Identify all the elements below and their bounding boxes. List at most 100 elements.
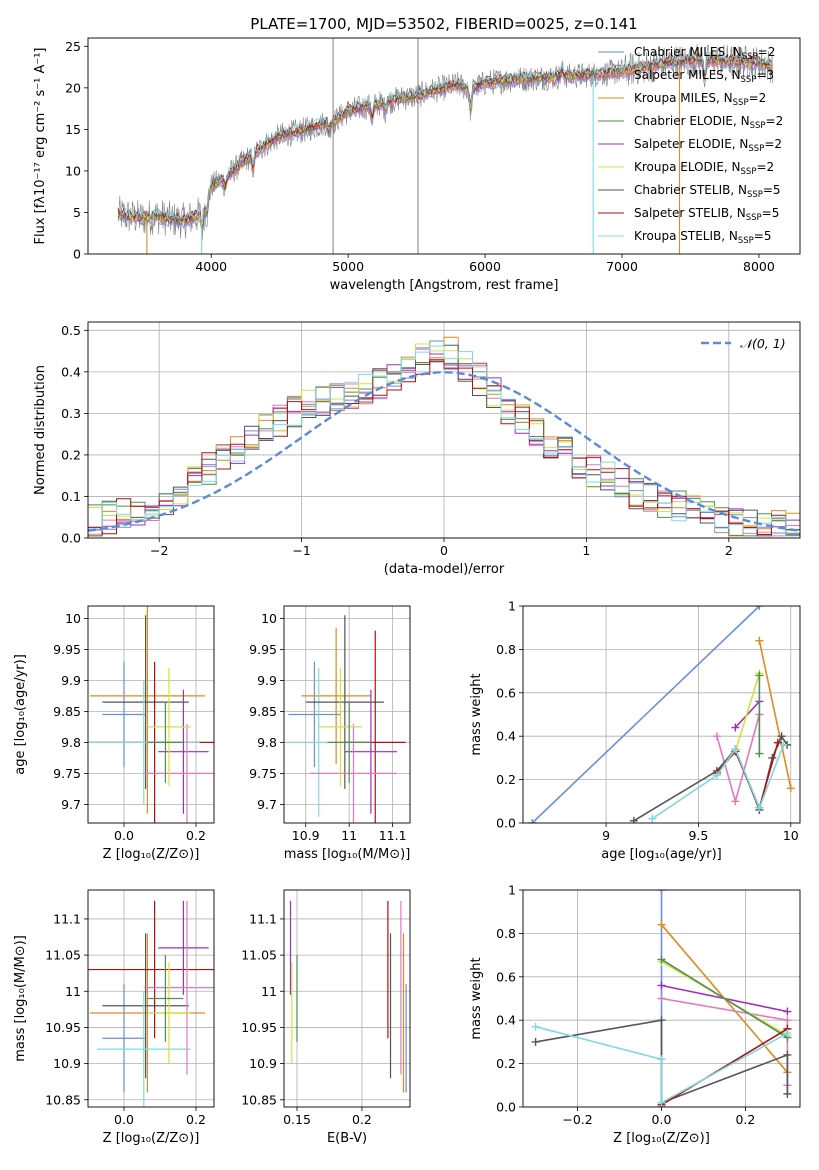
x-tick-label: 5000: [332, 259, 364, 274]
legend-label-main: Salpeter ELODIE, N: [634, 137, 748, 151]
legend-label-sub: SSP: [747, 190, 763, 200]
model-line-kroupa-stelib: [117, 51, 773, 224]
weight-marker: [731, 723, 740, 732]
legend-label-sub: SSP: [738, 236, 754, 246]
x-tick-label: 7000: [606, 259, 638, 274]
panel-weight-vs-Z: −0.2 0.0 0.2 0.0 0.2 0.4 0.6 0.8 1 Z [log₁₀(Z/Z⊙)…: [469, 883, 801, 1146]
weight-marker: [648, 814, 657, 823]
y-tick-label: 15: [65, 122, 81, 137]
legend-label-sub: SSP: [750, 121, 766, 131]
x-axis-label: mass [log₁₀(M/M⊙)]: [284, 847, 411, 862]
plot-area: [88, 606, 214, 823]
y-tick-label: 11.05: [241, 948, 277, 963]
y-tick-label: 0.1: [61, 489, 81, 504]
y-tick-label: 10.9: [53, 1056, 81, 1071]
y-tick-label: 10.9: [249, 1056, 277, 1071]
weight-marker: [657, 955, 666, 964]
plot-area: [117, 38, 773, 254]
weight-marker: [657, 1055, 666, 1064]
plot-area: [289, 900, 407, 1093]
x-tick-label: 0.0: [114, 1112, 134, 1127]
legend-label: Chabrier ELODIE, NSSP=2: [634, 114, 783, 131]
weight-marker: [783, 1029, 792, 1038]
y-tick-label: 9.9: [257, 673, 277, 688]
weight-marker: [531, 1022, 540, 1031]
y-tick-label: 9.8: [257, 735, 277, 750]
legend-label-main: Kroupa ELODIE, N: [634, 160, 741, 174]
y-axis-label: Normed distribution: [33, 365, 48, 495]
y-tick-label: 0: [73, 247, 81, 262]
weight-marker: [755, 749, 764, 758]
spectrum-legend: Chabrier MILES, NSSP=2 Salpeter MILES, NS…: [598, 45, 783, 246]
y-axis-label: age [log₁₀(age/yr)]: [13, 654, 28, 775]
x-tick-label: 0: [440, 543, 448, 558]
legend-label-tail: =5: [763, 183, 781, 197]
x-axis-label: Z [log₁₀(Z/Z⊙)]: [613, 1131, 710, 1146]
axes-frame: [87, 889, 215, 1108]
y-tick-label: 0.3: [61, 406, 81, 421]
y-tick-label: 0.8: [496, 642, 516, 657]
x-axis-label: E(B-V): [327, 1131, 367, 1146]
x-tick-label: 4000: [195, 259, 227, 274]
figure-title: PLATE=1700, MJD=53502, FIBERID=0025, z=0…: [250, 15, 637, 33]
panel-weight-vs-age: 9 9.5 10 0.0 0.2 0.4 0.6 0.8 1 age [log₁₀(age/yr)…: [469, 599, 801, 862]
weight-marker: [657, 920, 666, 929]
legend-label-main: Salpeter STELIB, N: [634, 206, 746, 220]
weight-marker: [712, 732, 721, 741]
axes-frame: [522, 605, 801, 824]
y-tick-label: 11.05: [45, 948, 81, 963]
y-tick-label: 10: [65, 163, 81, 178]
panel-age-vs-mass: 10.9 11 11.1 9.7 9.75 9.8 9.85 9.9 9.95 10 mass [l…: [249, 605, 411, 862]
legend-label-sub: SSP: [741, 75, 757, 85]
y-tick-label: 10.95: [45, 1020, 81, 1035]
legend-label-main: Kroupa MILES, N: [634, 91, 733, 105]
y-tick-label: 0.6: [496, 969, 516, 984]
legend-label: Salpeter STELIB, NSSP=5: [634, 206, 779, 223]
plot-area: [284, 615, 406, 823]
weight-marker: [779, 740, 788, 749]
y-tick-label: 10.85: [45, 1092, 81, 1107]
weight-marker: [783, 1089, 792, 1098]
weight-marker: [755, 803, 764, 812]
weight-marker: [783, 1016, 792, 1025]
plot-area: [88, 900, 214, 1107]
x-tick-label: 0.2: [352, 1112, 372, 1127]
x-tick-label: 2: [725, 543, 733, 558]
legend-label-sub: SSP: [746, 213, 762, 223]
weight-marker: [786, 784, 795, 793]
x-tick-label: 11: [341, 828, 357, 843]
panel-mass-vs-Z: 0.0 0.2 10.85 10.9 10.95 11 11.05 11.1 Z [log₁₀(…: [13, 889, 215, 1146]
legend-label: Salpeter MILES, NSSP=3: [634, 68, 774, 85]
axes-frame: [522, 889, 801, 1108]
weight-line-chabrier-elodie: [661, 958, 788, 1039]
plot-area: [528, 606, 795, 823]
y-tick-label: 9.75: [249, 766, 277, 781]
axes-frame: [283, 605, 411, 824]
x-tick-label: 0.15: [283, 1112, 311, 1127]
legend-label-main: Kroupa STELIB, N: [634, 229, 738, 243]
panel-residuals: −2 −1 0 1 2 0.0 0.1 0.2 0.3 0.4 0.5 (data-model)/er…: [33, 321, 801, 577]
legend-label-sub: SSP: [742, 52, 758, 62]
x-tick-label: 0.2: [186, 828, 206, 843]
weight-marker: [755, 606, 764, 610]
legend-label-tail: =2: [758, 45, 776, 59]
y-tick-label: 10: [65, 611, 81, 626]
legend-label: Kroupa ELODIE, NSSP=2: [634, 160, 774, 177]
y-tick-label: 5: [73, 205, 81, 220]
x-tick-label: 0.2: [186, 1112, 206, 1127]
legend-label-sub: SSP: [741, 167, 757, 177]
legend-label: Chabrier MILES, NSSP=2: [634, 45, 775, 62]
legend-label-tail: =3: [756, 68, 774, 82]
legend-label: Kroupa MILES, NSSP=2: [634, 91, 766, 108]
plot-area: [531, 890, 792, 1107]
x-tick-label: 10.9: [292, 828, 320, 843]
weight-marker: [731, 797, 740, 806]
x-tick-label: 9.5: [688, 828, 708, 843]
y-tick-label: 0.0: [496, 1100, 516, 1115]
y-tick-label: 9.95: [249, 642, 277, 657]
y-tick-label: 0.0: [61, 531, 81, 546]
legend-label-tail: =2: [749, 91, 767, 105]
axes-frame: [87, 321, 801, 539]
x-axis-label: (data-model)/error: [384, 562, 505, 577]
x-tick-label: 0.0: [114, 828, 134, 843]
